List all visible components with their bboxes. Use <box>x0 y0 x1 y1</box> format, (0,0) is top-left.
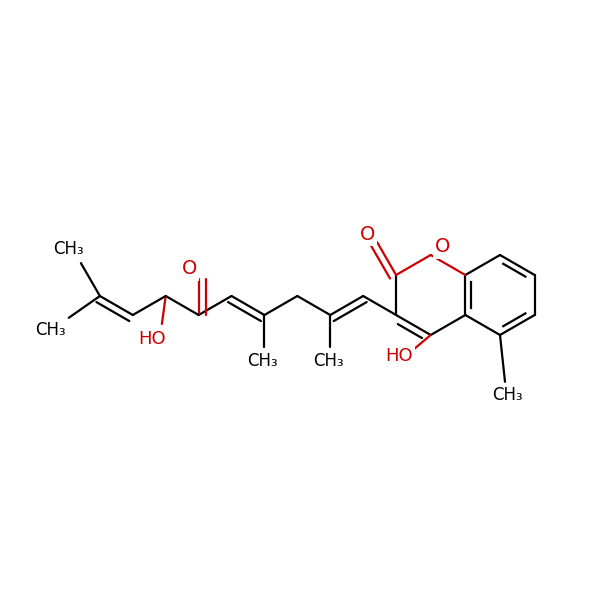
Text: HO: HO <box>385 347 413 365</box>
Text: O: O <box>359 224 375 244</box>
Text: O: O <box>182 259 197 278</box>
Text: HO: HO <box>138 330 166 348</box>
Text: CH₃: CH₃ <box>35 321 66 339</box>
Text: CH₃: CH₃ <box>247 352 278 370</box>
Text: CH₃: CH₃ <box>53 240 84 258</box>
Text: O: O <box>435 238 451 257</box>
Text: CH₃: CH₃ <box>491 386 523 404</box>
Text: CH₃: CH₃ <box>313 352 344 370</box>
